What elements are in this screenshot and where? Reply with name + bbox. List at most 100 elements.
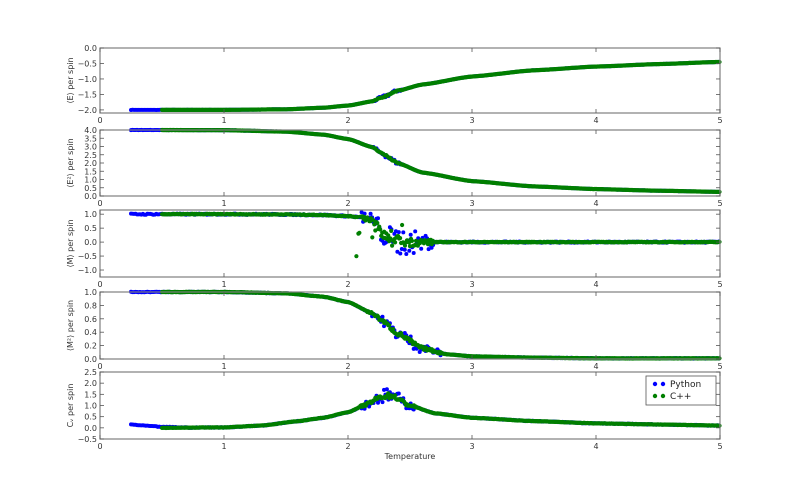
data-point — [384, 387, 389, 392]
data-point — [398, 251, 403, 256]
x-tick-label: 0 — [97, 116, 102, 125]
subplot-energy-squared: 4.03.53.02.52.01.51.00.50.00 1 2 3 4 5⟨E²⟩ pe… — [66, 126, 723, 208]
x-tick-label: 4 — [593, 116, 598, 125]
data-point — [393, 393, 398, 398]
x-tick-label: 5 — [717, 199, 722, 208]
y-axis-label: ⟨E²⟩ per spin — [66, 138, 75, 187]
data-point — [399, 247, 404, 251]
x-tick-label: 5 — [717, 362, 722, 371]
y-tick-label: 0.0 — [84, 192, 97, 201]
y-tick-label: 0.2 — [84, 342, 97, 351]
y-tick-label: 0.0 — [84, 238, 97, 247]
y-axis-label: ⟨M²⟩ per spin — [66, 300, 75, 351]
data-point — [389, 228, 394, 233]
x-tick-label: 0 — [97, 280, 102, 289]
data-point — [409, 238, 415, 243]
data-point — [400, 222, 405, 228]
y-tick-label: 0.4 — [84, 328, 97, 337]
data-point — [357, 230, 362, 235]
subplot-energy: 0.0−0.5−1.0−1.5−2.00 1 2 3 4 5⟨E⟩ per spin — [66, 44, 723, 125]
y-tick-label: 2.0 — [84, 159, 97, 168]
y-tick-label: −0.5 — [78, 252, 97, 261]
x-tick-label: 2 — [345, 442, 350, 451]
x-tick-label: 1 — [221, 362, 226, 371]
data-point — [375, 220, 380, 226]
x-tick-label: 2 — [345, 199, 350, 208]
y-tick-label: 1.0 — [84, 210, 97, 219]
y-tick-label: 0.0 — [84, 424, 97, 433]
data-point — [393, 240, 398, 245]
x-tick-label: 3 — [469, 199, 474, 208]
x-tick-label: 1 — [221, 199, 226, 208]
subplot-magnetization-squared: 1.00.80.60.40.20.00 1 2 3 4 5⟨M²⟩ per spin — [66, 288, 723, 371]
data-point — [402, 243, 408, 248]
y-tick-label: −1.5 — [78, 90, 97, 99]
data-point — [413, 229, 418, 234]
plot-area — [129, 127, 722, 194]
data-point — [419, 246, 424, 251]
subplots: 0.0−0.5−1.0−1.5−2.00 1 2 3 4 5⟨E⟩ per spin4.0… — [66, 44, 723, 451]
cpp-marker-icon — [660, 393, 666, 399]
x-tick-label: 3 — [469, 116, 474, 125]
x-tick-label: 5 — [717, 116, 722, 125]
data-point — [390, 243, 395, 248]
x-tick-label: 5 — [717, 280, 722, 289]
data-point — [408, 232, 413, 237]
x-tick-label: 2 — [345, 280, 350, 289]
data-point — [395, 249, 400, 254]
axes-frame — [99, 209, 721, 278]
y-tick-label: 0.5 — [84, 224, 97, 233]
data-point — [359, 210, 364, 215]
axes-frame — [99, 291, 721, 360]
data-point — [391, 327, 396, 332]
data-point — [376, 216, 380, 221]
data-point — [407, 248, 412, 253]
data-point — [376, 400, 380, 405]
x-tick-label: 1 — [221, 116, 226, 125]
y-tick-label: 2.5 — [84, 151, 97, 160]
plot-area — [129, 387, 722, 431]
y-tick-label: −1.0 — [78, 266, 97, 275]
legend-label-python: Python — [670, 380, 701, 390]
data-point — [388, 236, 393, 241]
y-tick-label: 1.0 — [84, 288, 97, 297]
x-tick-label: 0 — [97, 442, 102, 451]
y-tick-label: −0.5 — [78, 59, 97, 68]
y-tick-label: 0.5 — [84, 413, 97, 422]
y-tick-label: 2.5 — [84, 368, 97, 377]
data-point — [396, 230, 401, 235]
legend-entry-cpp: C++ — [652, 392, 691, 402]
y-tick-label: 1.5 — [84, 167, 97, 176]
data-point — [404, 252, 409, 256]
y-tick-label: 0.6 — [84, 315, 97, 324]
legend: Python C++ — [645, 375, 717, 406]
y-axis-label: ⟨M⟩ per spin — [66, 219, 75, 267]
data-point — [386, 233, 391, 238]
y-tick-label: −0.5 — [78, 435, 97, 444]
y-axis-label: Cᵥ per spin — [66, 384, 75, 428]
data-point — [370, 235, 375, 240]
y-tick-label: 2.0 — [84, 379, 97, 388]
data-point — [411, 251, 416, 255]
y-tick-label: 0.0 — [84, 355, 97, 364]
data-point — [380, 314, 385, 319]
data-point — [426, 247, 431, 252]
x-tick-label: 3 — [469, 442, 474, 451]
data-point — [396, 391, 401, 396]
data-point — [398, 236, 403, 241]
x-tick-label: 4 — [593, 280, 598, 289]
data-point — [368, 211, 373, 216]
data-point — [402, 247, 407, 252]
y-tick-label: 0.0 — [84, 44, 97, 53]
x-tick-label: 2 — [345, 362, 350, 371]
cpp-marker-icon — [652, 393, 658, 399]
axes-frame — [99, 129, 721, 197]
python-marker-icon — [652, 381, 658, 387]
y-tick-label: −2.0 — [78, 106, 97, 115]
axes-frame — [99, 47, 721, 114]
y-tick-label: 1.0 — [84, 402, 97, 411]
x-tick-label: 1 — [221, 280, 226, 289]
y-axis-label: ⟨E⟩ per spin — [66, 57, 75, 103]
y-tick-label: 3.0 — [84, 143, 97, 152]
